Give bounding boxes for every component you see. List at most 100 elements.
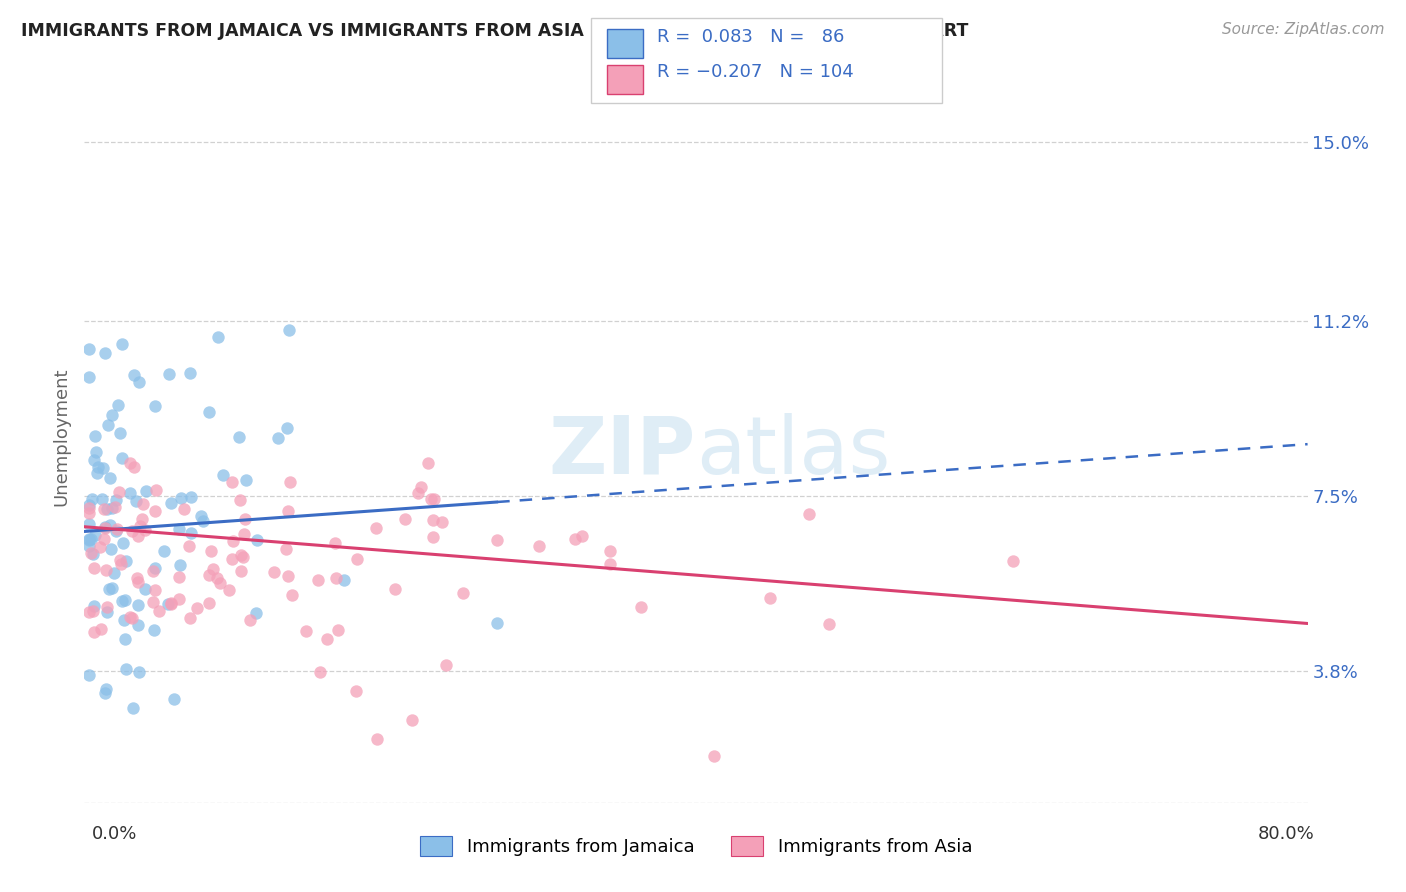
Point	[799, 508, 821, 522]
Point	[160, 598, 183, 612]
Point	[432, 515, 454, 529]
Point	[83, 452, 105, 467]
Point	[218, 583, 240, 598]
Point	[148, 604, 170, 618]
Point	[77, 498, 100, 512]
Point	[82, 604, 104, 618]
Point	[416, 456, 439, 470]
Text: 80.0%: 80.0%	[1258, 825, 1315, 843]
Point	[422, 513, 444, 527]
Point	[157, 598, 180, 612]
Point	[83, 527, 105, 541]
Point	[235, 473, 257, 487]
Point	[1001, 554, 1024, 568]
Point	[599, 543, 621, 558]
Point	[143, 504, 166, 518]
Point	[159, 496, 181, 510]
Point	[132, 496, 155, 510]
Point	[115, 662, 138, 676]
Text: 0.0%: 0.0%	[91, 825, 136, 843]
Point	[179, 611, 201, 625]
Point	[108, 425, 131, 440]
Point	[114, 632, 136, 646]
Point	[406, 486, 429, 500]
Y-axis label: Unemployment: Unemployment	[52, 368, 70, 507]
Point	[93, 533, 115, 547]
Point	[100, 501, 122, 516]
Point	[83, 560, 105, 574]
Text: R = −0.207   N = 104: R = −0.207 N = 104	[657, 63, 853, 81]
Point	[111, 451, 134, 466]
Point	[245, 607, 267, 621]
Text: atlas: atlas	[696, 413, 890, 491]
Point	[97, 417, 120, 432]
Point	[281, 588, 304, 602]
Point	[276, 504, 298, 518]
Point	[207, 571, 229, 585]
Point	[232, 550, 254, 565]
Point	[409, 480, 432, 494]
Point	[145, 561, 167, 575]
Point	[295, 624, 318, 639]
Text: Source: ZipAtlas.com: Source: ZipAtlas.com	[1222, 22, 1385, 37]
Point	[127, 575, 149, 590]
Point	[94, 346, 117, 360]
Point	[228, 430, 250, 444]
Point	[759, 591, 782, 605]
Point	[142, 564, 165, 578]
Point	[79, 532, 101, 546]
Point	[97, 582, 120, 597]
Point	[89, 540, 111, 554]
Point	[77, 516, 100, 531]
Point	[77, 342, 100, 356]
Point	[179, 539, 201, 553]
Point	[200, 544, 222, 558]
Point	[599, 557, 621, 571]
Point	[103, 566, 125, 580]
Point	[112, 613, 135, 627]
Point	[179, 366, 201, 380]
Point	[96, 606, 118, 620]
Text: IMMIGRANTS FROM JAMAICA VS IMMIGRANTS FROM ASIA UNEMPLOYMENT CORRELATION CHART: IMMIGRANTS FROM JAMAICA VS IMMIGRANTS FR…	[21, 22, 969, 40]
Point	[80, 546, 103, 560]
Point	[422, 530, 444, 544]
Point	[93, 502, 115, 516]
Point	[366, 521, 388, 535]
Point	[77, 539, 100, 553]
Point	[152, 543, 174, 558]
Point	[94, 563, 117, 577]
Point	[486, 615, 509, 630]
Point	[145, 483, 167, 497]
Point	[233, 512, 256, 526]
Point	[529, 539, 551, 553]
Point	[127, 529, 149, 543]
Point	[111, 336, 134, 351]
Point	[221, 551, 243, 566]
Point	[128, 519, 150, 533]
Text: R =  0.083   N =   86: R = 0.083 N = 86	[657, 28, 844, 45]
Point	[307, 573, 329, 587]
Point	[83, 625, 105, 640]
Point	[344, 684, 367, 698]
Point	[221, 475, 243, 490]
Point	[125, 571, 148, 585]
Point	[571, 529, 593, 543]
Point	[77, 501, 100, 516]
Point	[333, 573, 356, 587]
Point	[108, 553, 131, 567]
Point	[107, 399, 129, 413]
Text: ZIP: ZIP	[548, 413, 696, 491]
Point	[90, 622, 112, 636]
Point	[323, 536, 346, 550]
Point	[167, 591, 190, 606]
Point	[212, 468, 235, 483]
Point	[96, 600, 118, 615]
Point	[82, 492, 104, 507]
Point	[77, 369, 100, 384]
Point	[127, 617, 149, 632]
Point	[90, 491, 112, 506]
Point	[131, 511, 153, 525]
Point	[316, 632, 339, 646]
Point	[91, 461, 114, 475]
Point	[127, 598, 149, 612]
